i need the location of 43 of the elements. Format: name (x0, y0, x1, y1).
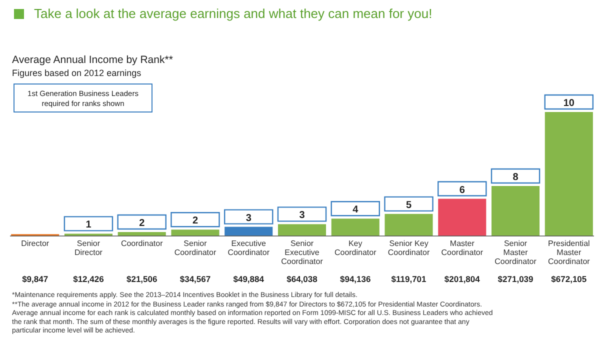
annotation: 3 (299, 210, 306, 222)
x-tick-label: Director (21, 239, 50, 248)
annotation: 6 (459, 184, 466, 196)
bar (384, 214, 433, 236)
data-label: $9,847 (22, 274, 48, 284)
annotation: 8 (512, 172, 519, 183)
x-axis-title: Figures based on 2012 earnings (12, 68, 142, 78)
data-label: $21,506 (126, 274, 158, 284)
data-label: $119,701 (391, 274, 427, 284)
data-label: $94,136 (340, 274, 372, 284)
bar (171, 230, 220, 236)
annotation: 2 (139, 218, 146, 230)
data-label: $271,039 (498, 274, 534, 284)
data-label: $12,426 (73, 274, 104, 284)
x-tick-label: Senior Coordinator (174, 239, 216, 257)
annotation: 3 (246, 212, 252, 224)
annotation: 1 (86, 220, 92, 231)
annotation: 5 (406, 200, 412, 211)
x-tick-label: Coordinator (120, 239, 164, 248)
bar (331, 218, 380, 236)
annotation: 2 (192, 216, 198, 227)
chart-title: Take a look at the average earnings and what they can mean for you! (34, 6, 432, 21)
bar (224, 226, 273, 236)
data-label: $64,038 (286, 274, 318, 284)
chart-subtitle: Average Annual Income by Rank** (12, 54, 173, 66)
data-label: $672,105 (551, 274, 587, 284)
bar (278, 224, 326, 236)
x-tick-label: Key Coordinator (334, 239, 377, 257)
x-tick-label: Senior Executive Coordinator (281, 239, 324, 266)
data-label: $49,884 (233, 274, 264, 284)
data-label: $34,567 (180, 274, 211, 284)
x-tick-label: Senior Master Coordinator (494, 239, 537, 266)
annotation: 4 (352, 204, 359, 216)
annotation: 10 (563, 98, 575, 109)
x-tick-label: Presidential Master Coordinator (548, 239, 590, 266)
x-tick-label: Master Coordinator (441, 239, 484, 257)
data-label: $201,804 (444, 274, 480, 284)
bar (544, 112, 593, 236)
x-tick-label: Senior Key Coordinator (388, 239, 430, 257)
x-tick-label: Senior Director (74, 239, 103, 257)
bar (492, 186, 540, 236)
x-tick-label: Executive Coordinator (228, 239, 270, 257)
bar (438, 198, 486, 236)
